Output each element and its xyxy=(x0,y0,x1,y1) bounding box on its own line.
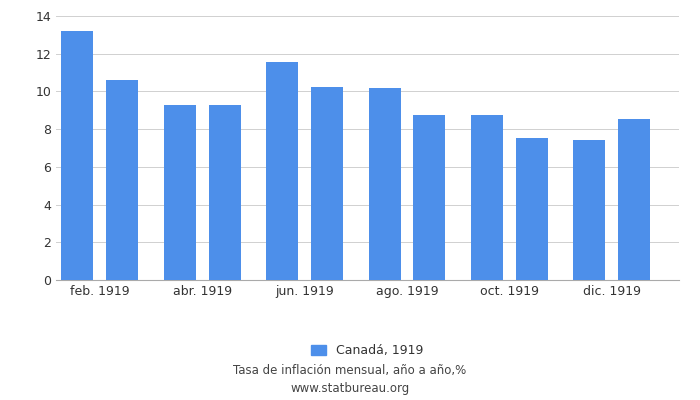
Text: www.statbureau.org: www.statbureau.org xyxy=(290,382,410,395)
Bar xyxy=(618,119,650,280)
Bar xyxy=(311,87,343,280)
Bar xyxy=(516,138,548,280)
Legend: Canadá, 1919: Canadá, 1919 xyxy=(307,339,428,362)
Text: Tasa de inflación mensual, año a año,%: Tasa de inflación mensual, año a año,% xyxy=(233,364,467,377)
Bar xyxy=(573,140,606,280)
Bar xyxy=(209,105,241,280)
Bar xyxy=(369,88,400,280)
Bar xyxy=(106,80,138,280)
Bar xyxy=(62,31,93,280)
Bar xyxy=(414,115,445,280)
Bar xyxy=(471,115,503,280)
Bar xyxy=(266,62,298,280)
Bar xyxy=(164,105,196,280)
